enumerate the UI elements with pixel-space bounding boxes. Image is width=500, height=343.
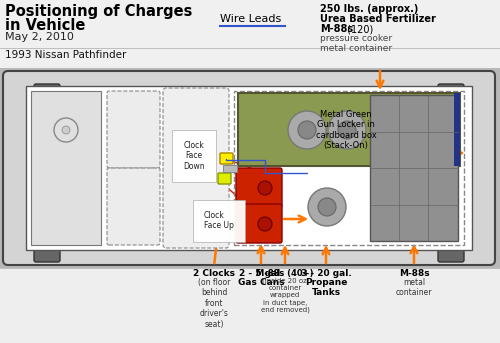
FancyBboxPatch shape	[3, 71, 495, 265]
Circle shape	[328, 111, 366, 149]
Bar	[238, 93, 460, 166]
Text: Metal Green
Gun Locker in
cardboard box
(Stack-On): Metal Green Gun Locker in cardboard box …	[316, 110, 376, 150]
Text: Clock
Face Up: Clock Face Up	[204, 211, 234, 230]
Bar	[0, 268, 500, 343]
Bar	[31, 91, 101, 245]
Text: M-88s: M-88s	[398, 269, 430, 278]
Text: M-88s (40+): M-88s (40+)	[256, 269, 314, 278]
Bar	[26, 86, 472, 250]
Text: M-88s: M-88s	[320, 24, 353, 34]
Circle shape	[62, 126, 70, 134]
FancyBboxPatch shape	[220, 153, 233, 164]
Text: Wire Leads: Wire Leads	[220, 14, 281, 24]
FancyBboxPatch shape	[438, 84, 464, 126]
Bar	[454, 93, 460, 166]
Text: Positioning of Charges: Positioning of Charges	[5, 4, 192, 19]
Circle shape	[298, 121, 316, 139]
Text: 3 - 20 gal.: 3 - 20 gal.	[300, 269, 352, 278]
FancyBboxPatch shape	[107, 168, 160, 245]
Text: 2 Clocks: 2 Clocks	[193, 269, 235, 278]
Circle shape	[318, 198, 336, 216]
Text: metal
container: metal container	[396, 278, 432, 297]
Text: 1993 Nissan Pathfinder: 1993 Nissan Pathfinder	[5, 50, 126, 60]
Text: 2 - 5 gal.: 2 - 5 gal.	[238, 269, 284, 278]
Text: (inside 20 oz.
container
wrapped
in duct tape,
end removed): (inside 20 oz. container wrapped in duct…	[260, 278, 310, 313]
Circle shape	[308, 188, 346, 226]
FancyBboxPatch shape	[236, 204, 282, 243]
Text: in Vehicle: in Vehicle	[5, 18, 86, 33]
FancyBboxPatch shape	[34, 220, 60, 262]
FancyBboxPatch shape	[236, 168, 282, 207]
Bar	[0, 0, 500, 68]
Bar	[0, 68, 500, 268]
Text: metal container: metal container	[320, 44, 392, 53]
Text: 250 lbs. (approx.): 250 lbs. (approx.)	[320, 4, 418, 14]
Circle shape	[258, 217, 272, 231]
Text: (120): (120)	[344, 24, 373, 34]
Bar	[370, 95, 458, 241]
FancyBboxPatch shape	[34, 84, 60, 126]
Bar	[223, 165, 237, 172]
Text: (on floor
behind
front
driver's
seat): (on floor behind front driver's seat)	[198, 278, 230, 329]
Text: Urea Based Fertilizer: Urea Based Fertilizer	[320, 14, 436, 24]
Text: Clock
Face
Down: Clock Face Down	[183, 141, 204, 171]
FancyBboxPatch shape	[218, 173, 231, 184]
FancyBboxPatch shape	[163, 88, 229, 248]
Bar	[234, 91, 464, 245]
Circle shape	[288, 111, 326, 149]
FancyBboxPatch shape	[438, 220, 464, 262]
Text: Gas Cans: Gas Cans	[238, 278, 284, 287]
Text: pressure cooker: pressure cooker	[320, 34, 392, 43]
Text: May 2, 2010: May 2, 2010	[5, 32, 74, 42]
FancyBboxPatch shape	[107, 91, 160, 168]
Circle shape	[338, 121, 356, 139]
Circle shape	[258, 181, 272, 195]
Text: Propane
Tanks: Propane Tanks	[305, 278, 347, 297]
